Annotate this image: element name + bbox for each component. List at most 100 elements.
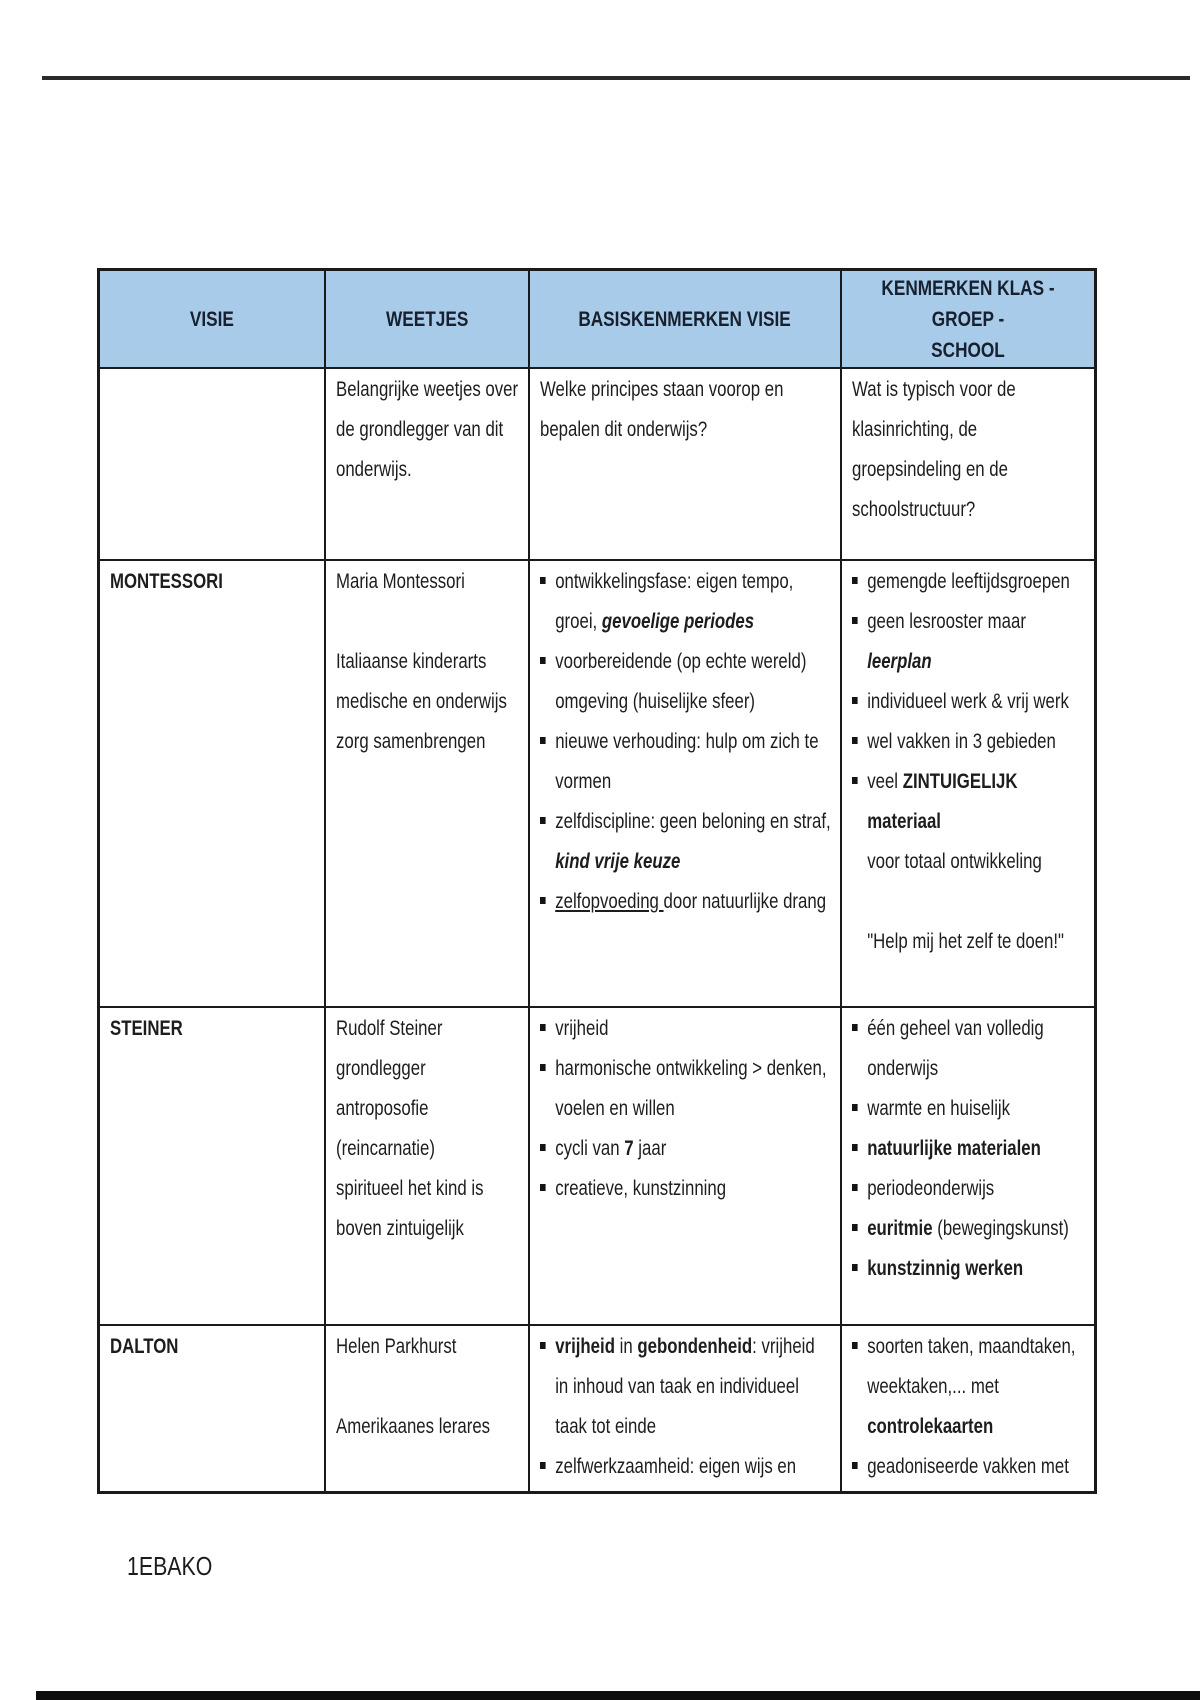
text-segment: Italiaanse kinderarts [336, 650, 487, 673]
cell-intro-weetjes: Belangrijke weetjes over de grondlegger v… [326, 369, 530, 559]
text-line: "Help mij het zelf te doen!" [852, 922, 1064, 962]
text-line: Wat is typisch voor de [852, 370, 1044, 410]
table-body: Belangrijke weetjes over de grondlegger v… [100, 369, 1094, 1491]
table-row-dalton: DALTON Helen Parkhurst Amerikaanes lerare… [100, 1326, 1094, 1491]
column-header-label: BASISKENMERKEN VISIE [578, 307, 792, 331]
bullet-line: vrijheid [540, 1009, 778, 1049]
cell-dalton-visie: DALTON [100, 1326, 326, 1491]
text-line: groepsindeling en de [852, 450, 1044, 490]
text-segment: MONTESSORI [110, 570, 223, 593]
text-line: grondlegger [336, 1049, 488, 1089]
text-line: (reincarnatie) [336, 1129, 488, 1169]
text-segment: warmte en huiselijk [867, 1097, 1011, 1120]
text-segment: euritmie [867, 1217, 933, 1240]
text-line: antroposofie [336, 1089, 488, 1129]
cell-intro-basiskenmerken-visie: Welke principes staan voorop en bepalen d… [530, 369, 842, 559]
text-segment: gemengde leeftijdsgroepen [867, 570, 1070, 593]
text-line [336, 602, 488, 642]
text-segment: medische en onderwijs [336, 690, 507, 713]
text-line: STEINER [110, 1009, 280, 1049]
text-line: voelen en willen [540, 1089, 778, 1129]
table-row-steiner: STEINER Rudolf Steiner grondlegger antropos… [100, 1008, 1094, 1326]
text-segment: door natuurlijke drang [663, 890, 827, 913]
cell-content: Belangrijke weetjes over de grondlegger v… [326, 369, 528, 490]
text-segment: harmonische ontwikkeling > denken, [555, 1057, 827, 1080]
bullet-line: voorbereidende (op echte wereld) [540, 642, 806, 682]
text-segment: één geheel van volledig [867, 1017, 1044, 1040]
cell-content: vrijheid in gebondenheid: vrijheid in inh… [530, 1326, 840, 1487]
text-segment: vrijheid [555, 1017, 609, 1040]
cell-montessori-kenmerken-klas-groep-school: gemengde leeftijdsgroepen geen lesrooster… [842, 561, 1094, 1006]
cell-content: DALTON [100, 1326, 324, 1367]
footer-text: 1EBAKO [127, 1551, 213, 1581]
text-line: spiritueel het kind is [336, 1169, 488, 1209]
text-line: vormen [540, 762, 778, 802]
text-segment: in inhoud van taak en individueel [555, 1375, 799, 1398]
text-segment: taak tot einde [555, 1415, 657, 1438]
text-line: zorg samenbrengen [336, 722, 488, 762]
cell-dalton-kenmerken-klas-groep-school: soorten taken, maandtaken, weektaken,... … [842, 1326, 1094, 1491]
text-line: voor totaal ontwikkeling [852, 842, 1044, 882]
cell-content: Wat is typisch voor de klasinrichting, de… [842, 369, 1094, 530]
text-segment: spiritueel het kind is [336, 1177, 484, 1200]
cell-content: ontwikkelingsfase: eigen tempo, groei, ge… [530, 561, 840, 922]
text-line: kind vrije keuze [540, 842, 778, 882]
cell-content: Welke principes staan voorop en bepalen d… [530, 369, 840, 450]
text-segment: zelfopvoeding [555, 890, 664, 913]
text-line: Helen Parkhurst [336, 1327, 488, 1367]
cell-steiner-visie: STEINER [100, 1008, 326, 1324]
text-segment: bepalen dit onderwijs? [540, 418, 708, 441]
column-header-label: WEETJES [385, 307, 469, 331]
bullet-line: geen lesrooster maar [852, 602, 1044, 642]
text-segment: vormen [555, 770, 612, 793]
cell-content: MONTESSORI [100, 561, 324, 602]
bullet-line: natuurlijke materialen [852, 1129, 1044, 1169]
cell-content: vrijheid harmonische ontwikkeling > denke… [530, 1008, 840, 1209]
text-segment: voor totaal ontwikkeling [867, 850, 1042, 873]
bullet-line: één geheel van volledig [852, 1009, 1044, 1049]
text-segment: nieuwe verhouding: hulp om zich te [555, 730, 819, 753]
text-segment: onderwijs. [336, 458, 412, 481]
bullet-line: periodeonderwijs [852, 1169, 1044, 1209]
text-line: onderwijs [852, 1049, 1044, 1089]
text-line: Maria Montessori [336, 562, 488, 602]
table-header-row: VISIE WEETJES BASISKENMERKEN VISIE KENME… [100, 271, 1094, 369]
text-segment: Amerikaanes lerares [336, 1415, 491, 1438]
cell-steiner-basiskenmerken-visie: vrijheid harmonische ontwikkeling > denke… [530, 1008, 842, 1324]
text-segment: gevoelige periodes [601, 610, 755, 633]
text-segment: boven zintuigelijk [336, 1217, 464, 1240]
text-line [852, 882, 1044, 922]
bullet-line: nieuwe verhouding: hulp om zich te [540, 722, 818, 762]
text-segment: in [614, 1335, 638, 1358]
text-segment: Rudolf Steiner [336, 1017, 443, 1040]
cell-content: één geheel van volledig onderwijs warmte e… [842, 1008, 1094, 1289]
text-segment: jaar [633, 1137, 667, 1160]
bullet-line: kunstzinnig werken [852, 1249, 1044, 1289]
text-segment: creatieve, kunstzinning [555, 1177, 727, 1200]
text-segment: kunstzinnig werken [867, 1257, 1024, 1280]
text-segment: weektaken,... met [867, 1375, 999, 1398]
text-line: materiaal [852, 802, 1044, 842]
table-row-intro: Belangrijke weetjes over de grondlegger v… [100, 369, 1094, 561]
cell-intro-visie [100, 369, 326, 559]
text-segment: groepsindeling en de [852, 458, 1008, 481]
cell-montessori-weetjes: Maria Montessori Italiaanse kinderarts me… [326, 561, 530, 1006]
text-segment: zelfwerkzaamheid: eigen wijs en [555, 1455, 797, 1478]
table-row-montessori: MONTESSORI Maria Montessori Italiaanse ki… [100, 561, 1094, 1008]
text-segment: groei, [555, 610, 602, 633]
column-header-label: KENMERKEN KLAS - GROEP - SCHOOL [881, 276, 1055, 362]
cell-content: Maria Montessori Italiaanse kinderarts me… [326, 561, 528, 762]
text-segment: voelen en willen [555, 1097, 675, 1120]
text-segment: grondlegger [336, 1057, 426, 1080]
cell-content: gemengde leeftijdsgroepen geen lesrooster… [842, 561, 1094, 962]
bullet-line: ontwikkelingsfase: eigen tempo, [540, 562, 793, 602]
text-segment: Wat is typisch voor de [852, 378, 1016, 401]
text-segment: ZINTUIGELIJK [902, 770, 1018, 793]
bullet-line: vrijheid in gebondenheid: vrijheid [540, 1327, 815, 1367]
bullet-line: soorten taken, maandtaken, [852, 1327, 1075, 1367]
text-line: MONTESSORI [110, 562, 280, 602]
visie-comparison-table: VISIE WEETJES BASISKENMERKEN VISIE KENME… [97, 268, 1097, 1494]
text-segment: voorbereidende (op echte wereld) [555, 650, 807, 673]
text-segment: vrijheid [555, 1335, 615, 1358]
